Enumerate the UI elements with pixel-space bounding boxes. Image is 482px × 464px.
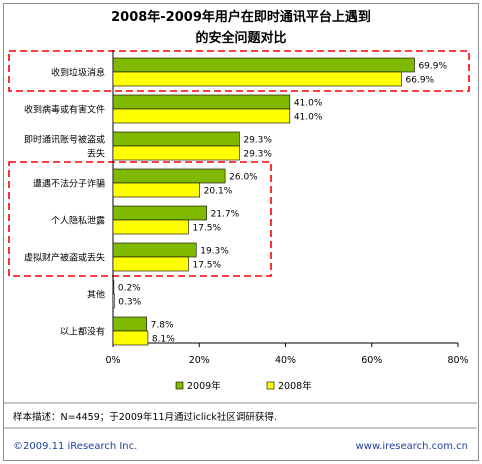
bar-2009-2	[112, 131, 240, 147]
x-tick-label-4: 80%	[447, 355, 468, 366]
value-label-2009-3: 26.0%	[229, 173, 258, 183]
value-label-2008-4: 17.5%	[192, 224, 221, 234]
value-label-2009-7: 7.8%	[151, 321, 174, 331]
sample-note: 样本描述：N=4459；于2009年11月通过iclick社区调研获得.	[13, 411, 277, 423]
legend-label-2008: 2008年	[278, 380, 312, 392]
bar-2008-1	[112, 108, 291, 124]
bar-2009-3	[112, 168, 226, 184]
bar-2009-1	[112, 94, 291, 110]
bar-2008-7	[112, 330, 149, 346]
bar-2008-6	[112, 293, 115, 309]
bar-2009-0	[112, 57, 415, 73]
category-label-2-line2: 丢失	[87, 148, 105, 160]
bar-2008-0	[112, 71, 402, 87]
value-label-2008-7: 8.1%	[152, 335, 175, 345]
chart-title-line2: 的安全问题对比	[195, 30, 286, 46]
category-label-7: 以上都没有	[60, 326, 105, 338]
highlight-box-1	[8, 50, 470, 92]
bar-2008-2	[112, 145, 240, 161]
x-tick-label-1: 20%	[189, 355, 210, 366]
legend-swatch-2009	[175, 381, 184, 390]
value-label-2009-2: 29.3%	[243, 136, 272, 146]
value-label-2008-2: 29.3%	[243, 150, 272, 160]
bar-2008-5	[112, 256, 189, 272]
bar-2008-3	[112, 182, 200, 198]
category-label-6: 其他	[87, 289, 105, 301]
x-tick-label-2: 40%	[275, 355, 296, 366]
chart-title-line1: 2008年-2009年用户在即时通讯平台上遇到	[111, 9, 371, 25]
category-label-2-line1: 即时通讯账号被盗或	[24, 134, 105, 146]
value-label-2008-3: 20.1%	[204, 187, 233, 197]
bar-2009-5	[112, 242, 197, 258]
category-label-0: 收到垃圾消息	[51, 67, 105, 79]
value-label-2009-0: 69.9%	[418, 62, 447, 72]
legend-swatch-2008	[266, 381, 275, 390]
bar-2008-4	[112, 219, 189, 235]
x-tick-label-3: 60%	[361, 355, 382, 366]
value-label-2008-5: 17.5%	[192, 261, 221, 271]
category-label-3: 遭遇不法分子诈骗	[33, 178, 105, 190]
bar-2009-7	[112, 316, 147, 332]
value-label-2009-6: 0.2%	[118, 284, 141, 294]
value-label-2008-0: 66.9%	[406, 76, 435, 86]
category-label-1: 收到病毒或有害文件	[24, 104, 105, 116]
value-label-2009-4: 21.7%	[211, 210, 240, 220]
legend-label-2009: 2009年	[187, 380, 221, 392]
bar-2009-4	[112, 205, 207, 221]
bar-2009-6	[112, 279, 115, 295]
value-label-2008-6: 0.3%	[118, 298, 141, 308]
value-label-2008-1: 41.0%	[294, 113, 323, 123]
category-label-5: 虚拟财产被盗或丢失	[24, 252, 105, 264]
website: www.iresearch.com.cn	[356, 441, 468, 452]
value-label-2009-1: 41.0%	[294, 99, 323, 109]
copyright: ©2009.11 iResearch Inc.	[13, 441, 137, 452]
highlight-box-2	[8, 161, 272, 277]
category-label-4: 个人隐私泄露	[51, 215, 105, 227]
x-tick-label-0: 0%	[105, 355, 120, 366]
value-label-2009-5: 19.3%	[200, 247, 229, 257]
